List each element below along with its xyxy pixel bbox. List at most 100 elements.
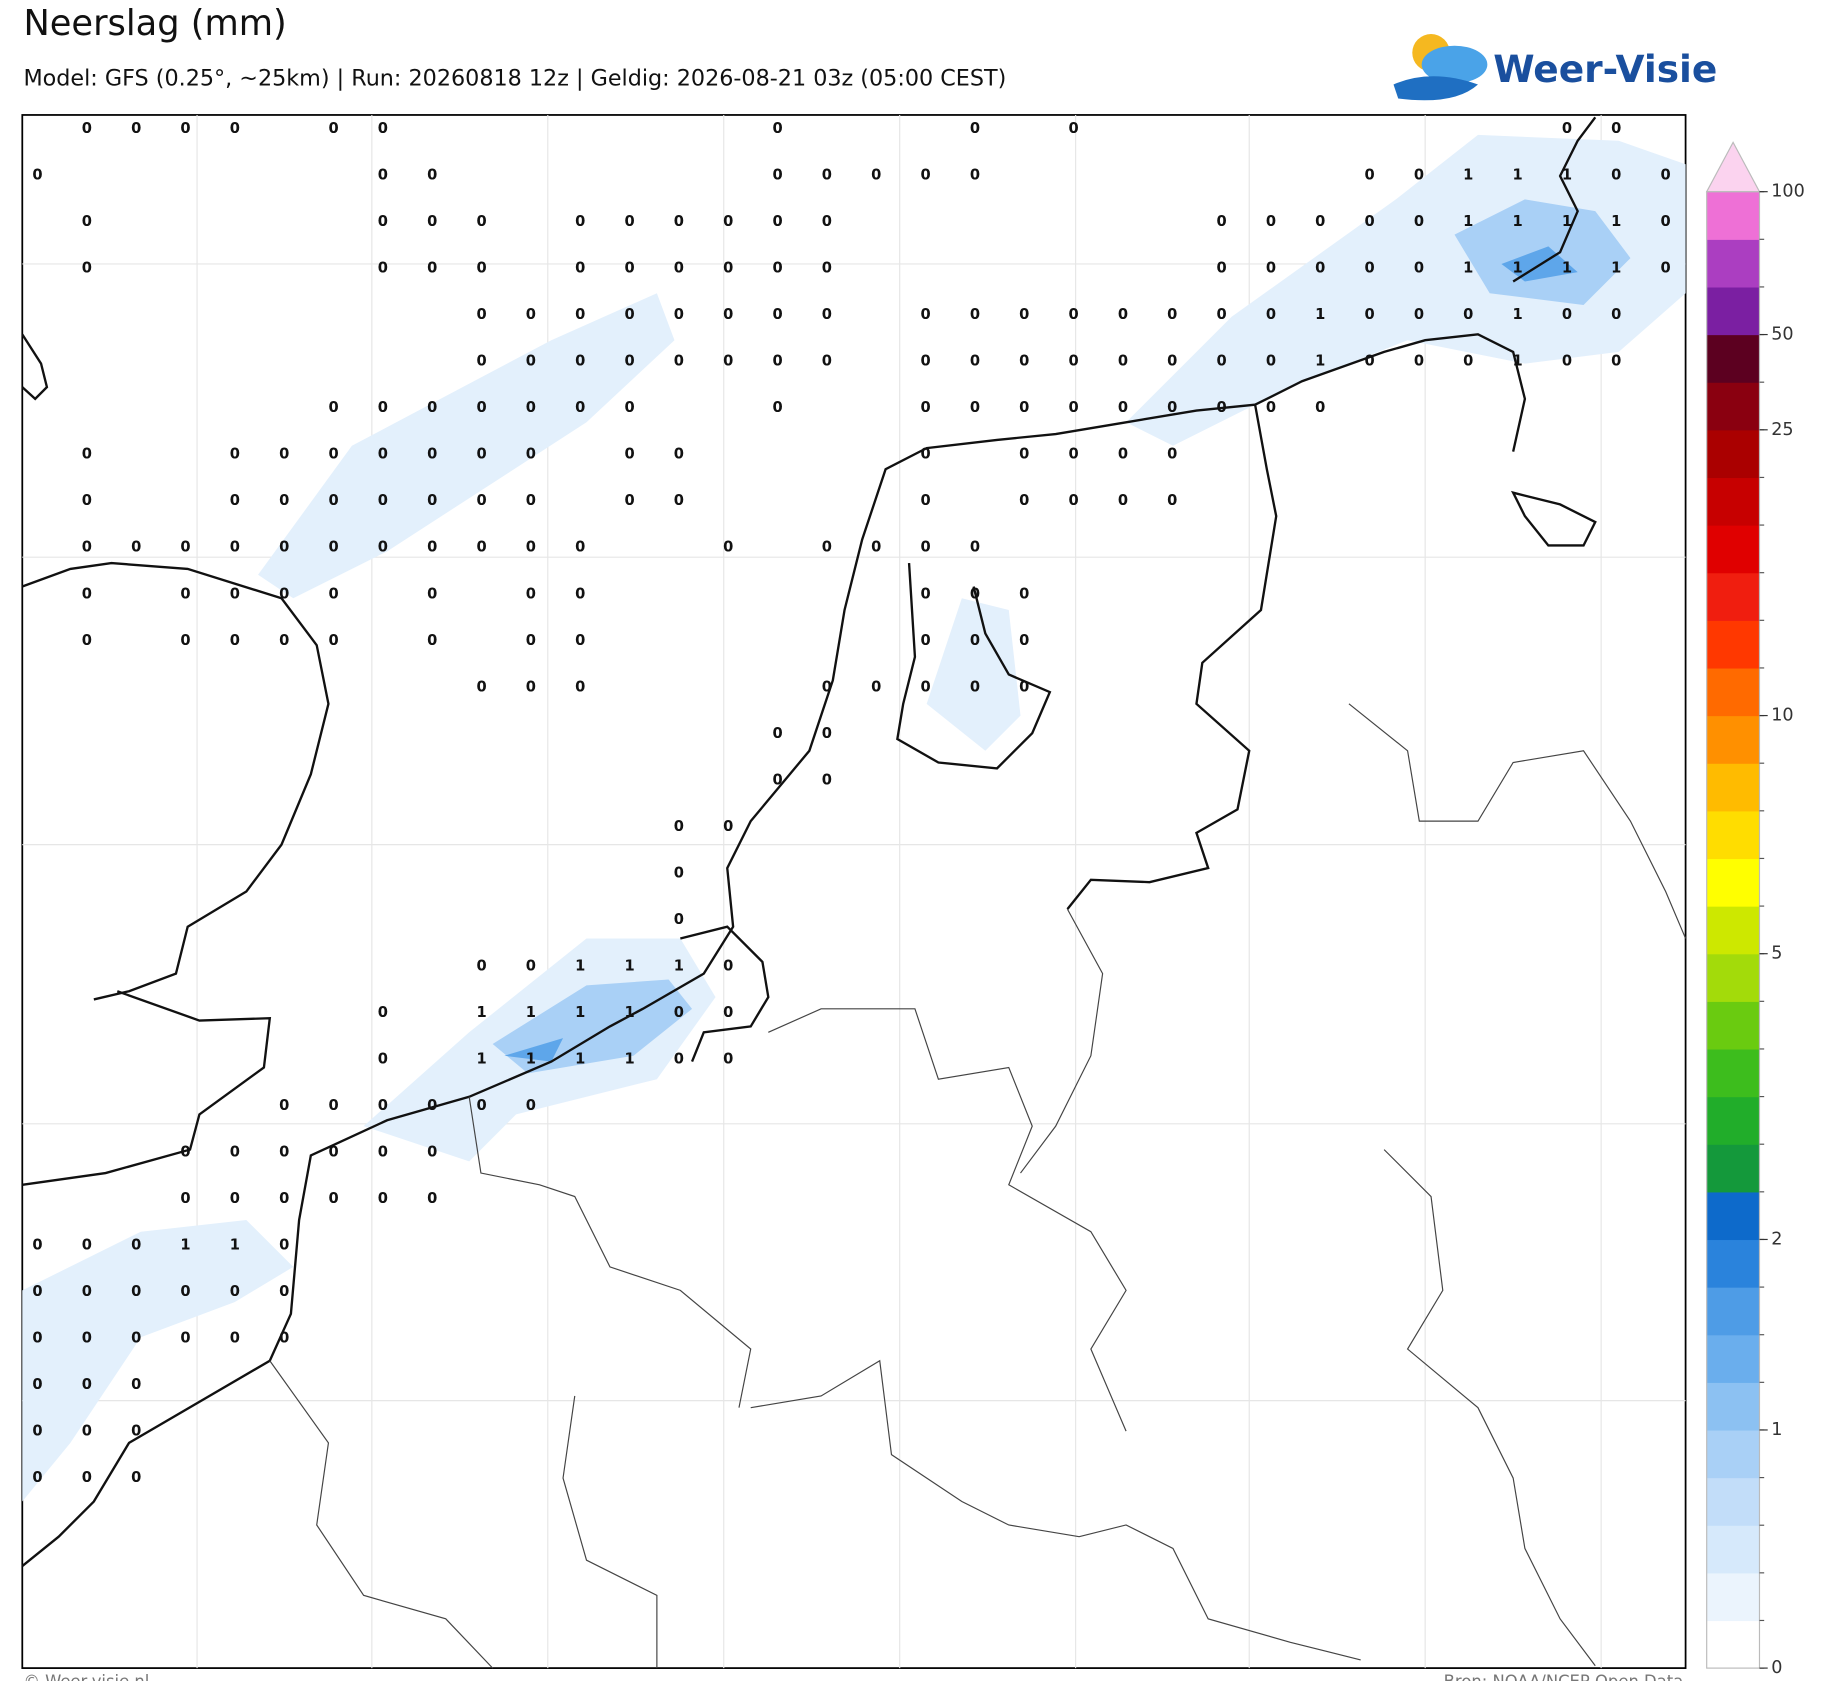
grid-value: 0: [1068, 353, 1078, 370]
grid-value: 0: [378, 492, 388, 509]
grid-value: 0: [575, 353, 585, 370]
grid-value: 0: [772, 399, 782, 416]
grid-value: 0: [526, 492, 536, 509]
grid-value: 0: [1661, 167, 1671, 184]
grid-value: 0: [279, 1283, 289, 1300]
grid-value: 0: [1019, 585, 1029, 602]
grid-value: 0: [1315, 213, 1325, 230]
grid-value: 0: [1216, 260, 1226, 277]
grid-value: 0: [920, 446, 930, 463]
grid-value: 0: [131, 539, 141, 556]
grid-value: 0: [378, 1051, 388, 1068]
colorbar-band: [1706, 429, 1760, 479]
logo-cloud: [1421, 45, 1488, 84]
grid-value: 0: [674, 864, 684, 881]
grid-value: 0: [378, 446, 388, 463]
colorbar-tick-label: 100: [1771, 182, 1805, 202]
grid-value: 0: [180, 1283, 190, 1300]
grid-value: 1: [1513, 353, 1523, 370]
grid-value: 0: [32, 1237, 42, 1254]
grid-value: 0: [476, 492, 486, 509]
grid-value: 0: [674, 1004, 684, 1021]
grid-value: 0: [822, 260, 832, 277]
grid-value: 0: [32, 1330, 42, 1347]
grid-value: 0: [970, 353, 980, 370]
colorbar-band: [1706, 572, 1760, 621]
colorbar-band: [1706, 334, 1760, 383]
grid-value: 0: [82, 1423, 92, 1440]
grid-value: 0: [1266, 306, 1276, 323]
grid-value: 0: [871, 678, 881, 695]
grid-value: 0: [427, 260, 437, 277]
grid-value: 0: [871, 167, 881, 184]
grid-value: 0: [970, 306, 980, 323]
grid-value: 0: [1167, 446, 1177, 463]
grid-value: 0: [230, 1283, 240, 1300]
grid-value: 0: [1266, 353, 1276, 370]
grid-value: 1: [230, 1237, 240, 1254]
grid-value: 1: [1315, 353, 1325, 370]
grid-value: 0: [1019, 353, 1029, 370]
map-frame: [21, 114, 1687, 1669]
grid-value: 0: [427, 585, 437, 602]
grid-value: 1: [1513, 167, 1523, 184]
grid-value: 0: [32, 167, 42, 184]
grid-value: 0: [1118, 353, 1128, 370]
grid-value: 0: [378, 260, 388, 277]
grid-value: 0: [476, 678, 486, 695]
grid-value: 0: [1562, 353, 1572, 370]
grid-value: 0: [82, 1376, 92, 1393]
grid-value: 0: [575, 585, 585, 602]
grid-value: 0: [526, 353, 536, 370]
grid-value: 0: [970, 167, 980, 184]
grid-value: 0: [723, 306, 733, 323]
grid-value: 0: [328, 1190, 338, 1207]
grid-value: 0: [1068, 306, 1078, 323]
grid-value: 0: [822, 306, 832, 323]
value-labels: 0 0 0 0 0 0 0 0 0 0 0 0 0 0 0 0 0 0 0 0 0 1 1 1 0 0 0 0 0 0 0 0 0 0 0 0 0 0 0 0…: [32, 120, 1670, 1486]
grid-value: 0: [674, 1051, 684, 1068]
grid-value: 0: [1365, 306, 1375, 323]
grid-value: 0: [674, 306, 684, 323]
colorbar-tick-label: 50: [1771, 325, 1793, 345]
grid-value: 0: [1414, 213, 1424, 230]
colorbar-band: [1706, 1382, 1760, 1431]
colorbar-band: [1706, 1620, 1760, 1669]
grid-value: 0: [624, 260, 634, 277]
grid-value: 0: [378, 213, 388, 230]
grid-value: 0: [970, 120, 980, 137]
grid-value: 0: [1216, 213, 1226, 230]
grid-value: 0: [920, 632, 930, 649]
colorbar-band: [1706, 477, 1760, 526]
grid-value: 0: [279, 632, 289, 649]
grid-value: 0: [624, 353, 634, 370]
grid-value: 1: [1611, 260, 1621, 277]
grid-value: 0: [82, 1237, 92, 1254]
grid-value: 0: [328, 120, 338, 137]
grid-value: 0: [526, 632, 536, 649]
grid-value: 0: [1365, 353, 1375, 370]
grid-value: 1: [1562, 167, 1572, 184]
grid-value: 0: [526, 1097, 536, 1114]
grid-value: 0: [920, 399, 930, 416]
colorbar-band: [1706, 525, 1760, 574]
logo: Weer-Visie: [1393, 34, 1717, 101]
grid-value: 0: [1167, 306, 1177, 323]
grid-value: 0: [279, 492, 289, 509]
grid-value: 0: [180, 539, 190, 556]
grid-value: 0: [1167, 399, 1177, 416]
grid-value: 0: [279, 1144, 289, 1161]
grid-value: 0: [180, 120, 190, 137]
grid-value: 0: [427, 446, 437, 463]
grid-value: 0: [230, 585, 240, 602]
grid-value: 0: [920, 167, 930, 184]
colorbar-band: [1706, 286, 1760, 336]
grid-value: 0: [1118, 399, 1128, 416]
grid-value: 0: [575, 539, 585, 556]
grid-value: 0: [624, 399, 634, 416]
grid-value: 0: [328, 632, 338, 649]
footer-left: © Weer-visie.nl: [23, 1672, 149, 1681]
grid-value: 0: [1216, 306, 1226, 323]
grid-value: 0: [822, 725, 832, 742]
